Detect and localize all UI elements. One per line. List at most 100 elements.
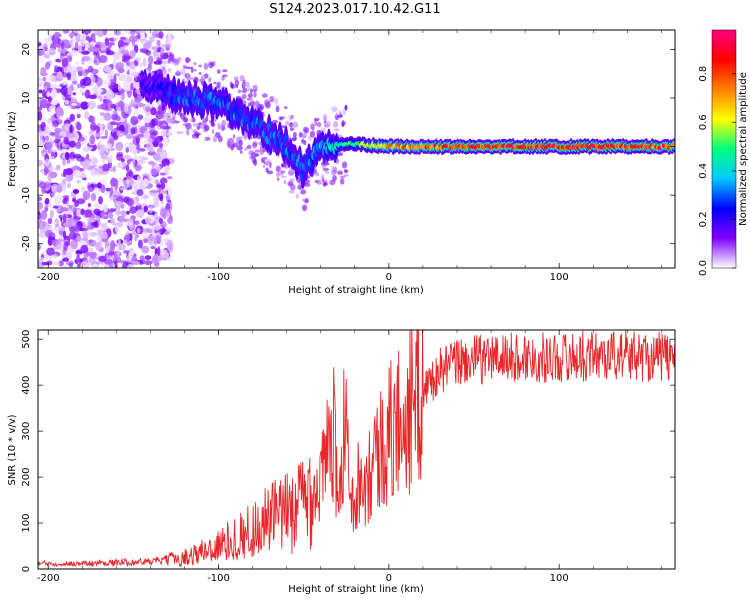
- noise-blob: [66, 261, 75, 266]
- noise-blob: [65, 172, 73, 182]
- noise-blob: [96, 182, 102, 189]
- noise-blob: [230, 83, 234, 89]
- noise-blob: [40, 103, 48, 108]
- noise-blob: [269, 95, 275, 103]
- noise-blob: [191, 69, 198, 72]
- noise-blob: [98, 255, 107, 262]
- noise-blob: [89, 231, 98, 237]
- noise-blob: [53, 64, 58, 71]
- noise-blob: [246, 144, 252, 150]
- noise-blob: [62, 158, 67, 166]
- snr-xlabel: Height of straight line (km): [288, 584, 424, 595]
- noise-blob: [63, 219, 73, 228]
- noise-blob: [76, 208, 81, 218]
- noise-blob: [72, 169, 82, 179]
- noise-blob: [123, 103, 128, 113]
- noise-blob: [247, 93, 253, 99]
- noise-blob: [238, 140, 244, 146]
- snr-panel: -200 -100 0 100 0 100 200 300 400 500 Height of s…: [7, 329, 676, 595]
- noise-blob: [132, 158, 136, 166]
- noise-blob: [143, 130, 151, 140]
- snr-xtick-label: 100: [550, 573, 569, 584]
- noise-blob: [290, 137, 297, 142]
- noise-blob: [180, 68, 187, 76]
- noise-blob: [261, 156, 265, 163]
- noise-blob: [185, 129, 190, 136]
- noise-blob: [108, 259, 114, 268]
- noise-blob: [88, 218, 92, 228]
- noise-blob: [88, 186, 94, 193]
- noise-blob: [99, 42, 106, 48]
- noise-blob: [158, 217, 163, 225]
- noise-blob: [159, 193, 164, 202]
- noise-blob: [143, 42, 152, 50]
- noise-blob: [105, 90, 115, 101]
- noise-blob: [108, 212, 114, 219]
- noise-blob: [126, 264, 134, 268]
- noise-blob: [90, 254, 96, 259]
- noise-blob: [80, 244, 89, 254]
- noise-blob: [38, 242, 41, 251]
- noise-blob: [127, 217, 134, 227]
- noise-blob: [154, 227, 160, 231]
- noise-blob: [118, 215, 125, 224]
- noise-blob: [125, 146, 130, 153]
- noise-blob: [158, 142, 164, 149]
- noise-blob: [160, 149, 168, 158]
- noise-blob: [66, 72, 72, 79]
- noise-blob: [81, 186, 86, 192]
- noise-blob: [158, 228, 167, 233]
- noise-blob: [42, 89, 46, 99]
- noise-blob: [167, 34, 172, 44]
- noise-blob: [244, 147, 248, 151]
- noise-blob: [67, 182, 71, 189]
- noise-blob: [43, 52, 51, 59]
- noise-blob: [98, 55, 108, 64]
- noise-blob: [210, 122, 216, 128]
- noise-blob: [82, 30, 92, 35]
- noise-blob: [62, 195, 70, 199]
- noise-blob: [261, 93, 268, 98]
- noise-blob: [289, 127, 295, 132]
- noise-blob: [182, 64, 187, 68]
- noise-blob: [221, 120, 227, 127]
- noise-blob: [75, 250, 82, 254]
- noise-blob: [106, 143, 112, 148]
- noise-blob: [186, 73, 189, 81]
- noise-blob: [199, 122, 206, 129]
- noise-blob: [238, 136, 244, 140]
- noise-blob: [38, 48, 42, 57]
- noise-blob: [80, 208, 85, 216]
- snr-xtick-label: -100: [207, 573, 230, 584]
- noise-blob: [185, 57, 192, 63]
- noise-blob: [41, 261, 49, 266]
- noise-blob: [302, 135, 306, 139]
- noise-blob: [128, 35, 138, 43]
- noise-blob: [93, 59, 98, 64]
- noise-blob: [63, 136, 69, 145]
- noise-blob: [152, 153, 161, 161]
- noise-blob: [135, 102, 145, 108]
- noise-blob: [340, 175, 346, 179]
- noise-blob: [316, 173, 320, 177]
- noise-blob: [127, 197, 134, 207]
- noise-blob: [55, 106, 64, 117]
- noise-blob: [144, 255, 152, 260]
- spectrogram-xtick-label: -100: [207, 272, 230, 283]
- noise-blob: [95, 76, 103, 87]
- noise-blob: [64, 99, 70, 105]
- noise-blob: [38, 55, 45, 63]
- noise-blob: [276, 177, 280, 181]
- noise-blob: [279, 117, 284, 121]
- noise-blob: [80, 38, 86, 48]
- noise-blob: [113, 243, 118, 247]
- noise-blob: [50, 88, 58, 99]
- noise-blob: [280, 163, 284, 168]
- noise-blob: [164, 44, 171, 48]
- noise-blob: [161, 251, 170, 259]
- noise-blob: [57, 45, 67, 54]
- noise-blob: [283, 180, 287, 184]
- noise-blob: [189, 77, 194, 80]
- noise-blob: [68, 225, 75, 233]
- noise-blob: [100, 211, 106, 218]
